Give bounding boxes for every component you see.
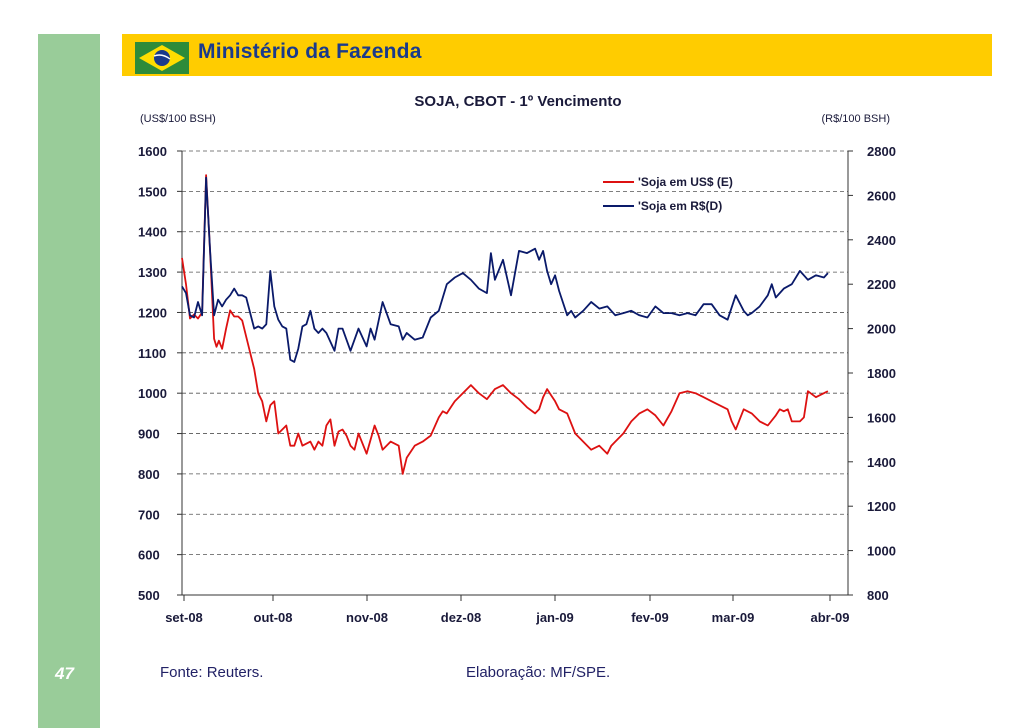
- x-tick-label: dez-08: [441, 610, 481, 625]
- y-right-tick-label: 1800: [867, 366, 896, 381]
- x-tick-label: set-08: [165, 610, 203, 625]
- side-band: [38, 34, 100, 728]
- y-left-tick-label: 800: [138, 467, 160, 482]
- header-bar: [122, 34, 992, 76]
- series-line-usd: [181, 174, 829, 475]
- chart-legend: 'Soja em US$ (E) 'Soja em R$(D): [603, 175, 733, 213]
- x-tick-label: out-08: [254, 610, 293, 625]
- x-tick-label: nov-08: [346, 610, 388, 625]
- right-axis-unit: (R$/100 BSH): [822, 113, 890, 125]
- y-right-tick-label: 2200: [867, 277, 896, 292]
- brazil-flag-icon: [135, 42, 189, 74]
- y-left-tick-label: 1100: [138, 346, 166, 361]
- y-right-tick-label: 2400: [867, 233, 896, 248]
- y-left-tick-label: 700: [138, 507, 160, 522]
- source-note: Fonte: Reuters.: [160, 664, 264, 681]
- y-left-tick-label: 1200: [138, 305, 167, 320]
- y-right-tick-label: 2600: [867, 188, 896, 203]
- y-left-tick-label: 1500: [138, 184, 167, 199]
- y-right-tick-label: 2000: [867, 322, 896, 337]
- y-left-tick-label: 1400: [138, 225, 167, 240]
- chart-title: SOJA, CBOT - 1º Vencimento: [414, 93, 621, 110]
- y-right-tick-label: 1600: [867, 410, 896, 425]
- left-axis-unit: (US$/100 BSH): [140, 113, 216, 125]
- credit-note: Elaboração: MF/SPE.: [466, 664, 611, 681]
- y-left-tick-label: 1000: [138, 386, 167, 401]
- y-left-tick-label: 900: [138, 427, 160, 442]
- series-line-brl: [181, 176, 829, 363]
- x-tick-label: mar-09: [712, 610, 755, 625]
- ministry-title: Ministério da Fazenda: [198, 40, 422, 63]
- y-left-tick-label: 1300: [138, 265, 167, 280]
- y-right-tick-label: 1000: [867, 544, 896, 559]
- y-left-tick-label: 500: [138, 588, 160, 603]
- page-number: 47: [55, 664, 74, 683]
- legend-label-usd: 'Soja em US$ (E): [638, 175, 733, 189]
- y-right-tick-label: 1400: [867, 455, 896, 470]
- x-tick-label: abr-09: [810, 610, 849, 625]
- y-left-tick-label: 1600: [138, 144, 167, 159]
- y-left-tick-label: 600: [138, 548, 160, 563]
- legend-label-brl: 'Soja em R$(D): [638, 199, 722, 213]
- y-right-tick-label: 800: [867, 588, 889, 603]
- y-right-tick-label: 2800: [867, 144, 896, 159]
- x-tick-label: fev-09: [631, 610, 669, 625]
- x-tick-label: jan-09: [535, 610, 574, 625]
- y-right-tick-label: 1200: [867, 499, 896, 514]
